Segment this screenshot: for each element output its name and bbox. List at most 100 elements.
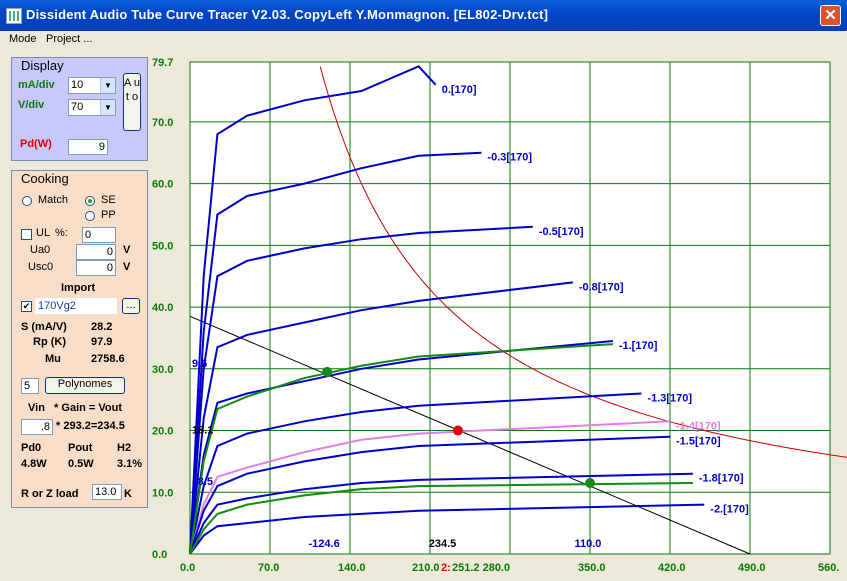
green-curve — [189, 343, 613, 555]
title-bar: Dissident Audio Tube Curve Tracer V2.03.… — [0, 0, 847, 31]
annotation-label: 234.5 — [429, 538, 457, 550]
curve-label: -0.5[170] — [539, 226, 584, 238]
se-label: SE — [101, 194, 116, 206]
x-tick-label: 0.0 — [180, 562, 195, 574]
y-tick-label: 20.0 — [152, 426, 173, 438]
ul-pct-label: %: — [55, 227, 68, 239]
ua0-unit: V — [123, 244, 131, 256]
annotation-label: 18.1 — [192, 425, 213, 437]
x-tick-label: 350.0 — [578, 562, 606, 574]
annotation-label: 9.6 — [192, 358, 207, 370]
y-tick-label: 79.7 — [152, 57, 173, 69]
cooking-panel: Cooking Match SE PP UL %: 0 Ua0 0 V Usc0… — [11, 170, 148, 508]
tube-curve — [189, 392, 642, 555]
pout-value: 0.5W — [68, 458, 94, 470]
import-checkbox[interactable]: ✔ — [21, 301, 32, 312]
x-tick-label: 70.0 — [258, 562, 279, 574]
s-label: S (mA/V) — [21, 321, 67, 333]
app-icon — [6, 8, 22, 24]
y-tick-label: 50.0 — [152, 240, 173, 252]
curve-label: 0.[170] — [442, 84, 477, 96]
pout-label: Pout — [68, 442, 93, 454]
se-radio[interactable] — [85, 196, 95, 206]
h2-label: H2 — [117, 442, 132, 454]
close-button[interactable]: ✕ — [820, 5, 841, 26]
menu-mode[interactable]: Mode — [9, 33, 37, 45]
menu-bar: Mode Project ... — [0, 31, 847, 49]
chevron-down-icon[interactable]: ▼ — [100, 78, 115, 93]
usc0-input[interactable]: 0 — [76, 260, 116, 276]
match-label: Match — [38, 194, 68, 206]
h2-value: 3.1% — [117, 458, 143, 470]
x-tick-label: 140.0 — [338, 562, 366, 574]
curve-label: -1.[170] — [619, 340, 658, 352]
curve-label: -1.8[170] — [699, 473, 744, 485]
pd0-label: Pd0 — [21, 442, 42, 454]
plot-svg[interactable]: 0.0 10.0 20.0 30.0 40.0 50.0 60.0 70.0 79.7 0.0 70… — [150, 52, 847, 581]
curve-label: -1.4[170] — [676, 420, 721, 432]
display-panel: Display mA/div 10 ▼ V/div 70 ▼ A u t o P… — [11, 57, 148, 161]
tube-curve — [189, 281, 574, 555]
gain-result: * 293.2=234.5 — [56, 420, 125, 432]
tube-curve — [189, 472, 693, 555]
y-tick-label: 70.0 — [152, 117, 173, 129]
polynomes-button[interactable]: Polynomes — [45, 377, 125, 394]
tube-curve — [189, 435, 671, 555]
cooking-title: Cooking — [21, 171, 69, 186]
curve-plot[interactable]: 0.0 10.0 20.0 30.0 40.0 50.0 60.0 70.0 79.7 0.0 70… — [150, 52, 847, 581]
x-tick-red-label: 2: — [441, 562, 451, 574]
ul-label: UL — [36, 227, 51, 239]
match-radio[interactable] — [22, 196, 32, 206]
mu-label: Mu — [45, 353, 61, 365]
x-tick-label: 420.0 — [658, 562, 686, 574]
tube-curve — [189, 503, 705, 555]
tube-curve — [189, 151, 482, 555]
v-div-select[interactable]: 70 ▼ — [68, 99, 116, 116]
vin-header: Vin * Gain = Vout — [28, 402, 123, 414]
rload-label: R or Z load — [21, 488, 79, 500]
curve-label: -0.3[170] — [487, 152, 532, 164]
y-tick-label: 40.0 — [152, 302, 173, 314]
poly-count-input[interactable]: 5 — [21, 378, 39, 394]
x-tick-label: 490.0 — [738, 562, 766, 574]
chevron-down-icon[interactable]: ▼ — [100, 100, 115, 115]
mu-value: 2758.6 — [91, 353, 125, 365]
import-label: Import — [61, 282, 96, 294]
rload-unit: K — [124, 488, 132, 500]
ma-div-select[interactable]: 10 ▼ — [68, 77, 116, 94]
y-tick-label: 10.0 — [152, 487, 173, 499]
curve-label: -1.3[170] — [647, 392, 692, 404]
rp-value: 97.9 — [91, 336, 113, 348]
annotation-label: 110.0 — [575, 538, 602, 550]
menu-project[interactable]: Project ... — [46, 33, 93, 45]
pp-label: PP — [101, 209, 116, 221]
curve-label: -0.8[170] — [579, 281, 624, 293]
rload-input[interactable]: 13.0 — [92, 484, 122, 500]
tube-curve — [189, 225, 533, 555]
import-file[interactable]: 170Vg2 — [35, 298, 117, 314]
ua0-input[interactable]: 0 — [76, 244, 116, 260]
usc0-unit: V — [123, 261, 131, 273]
rp-label: Rp (K) — [33, 336, 66, 348]
pd-input[interactable]: 9 — [68, 139, 108, 155]
pp-radio[interactable] — [85, 211, 95, 221]
auto-button[interactable]: A u t o — [123, 73, 141, 131]
display-title: Display — [21, 58, 64, 73]
load-line — [189, 315, 751, 555]
ul-input[interactable]: 0 — [82, 227, 116, 243]
annotation-label: -8.5 — [194, 476, 213, 488]
curve-label: -1.5[170] — [676, 436, 721, 448]
usc0-label: Usc0 — [28, 261, 54, 273]
ma-div-label: mA/div — [18, 79, 55, 91]
vin-input[interactable]: .8 — [21, 419, 53, 435]
ma-div-value: 10 — [71, 79, 84, 91]
ul-checkbox[interactable] — [21, 229, 32, 240]
y-tick-label: 60.0 — [152, 179, 173, 191]
x-tick-label: 560. — [818, 562, 839, 574]
s-value: 28.2 — [91, 321, 113, 333]
pd-label: Pd(W) — [20, 138, 52, 150]
operating-point-icon — [453, 425, 463, 436]
browse-button[interactable]: ... — [122, 298, 140, 314]
tube-curve — [189, 65, 437, 555]
